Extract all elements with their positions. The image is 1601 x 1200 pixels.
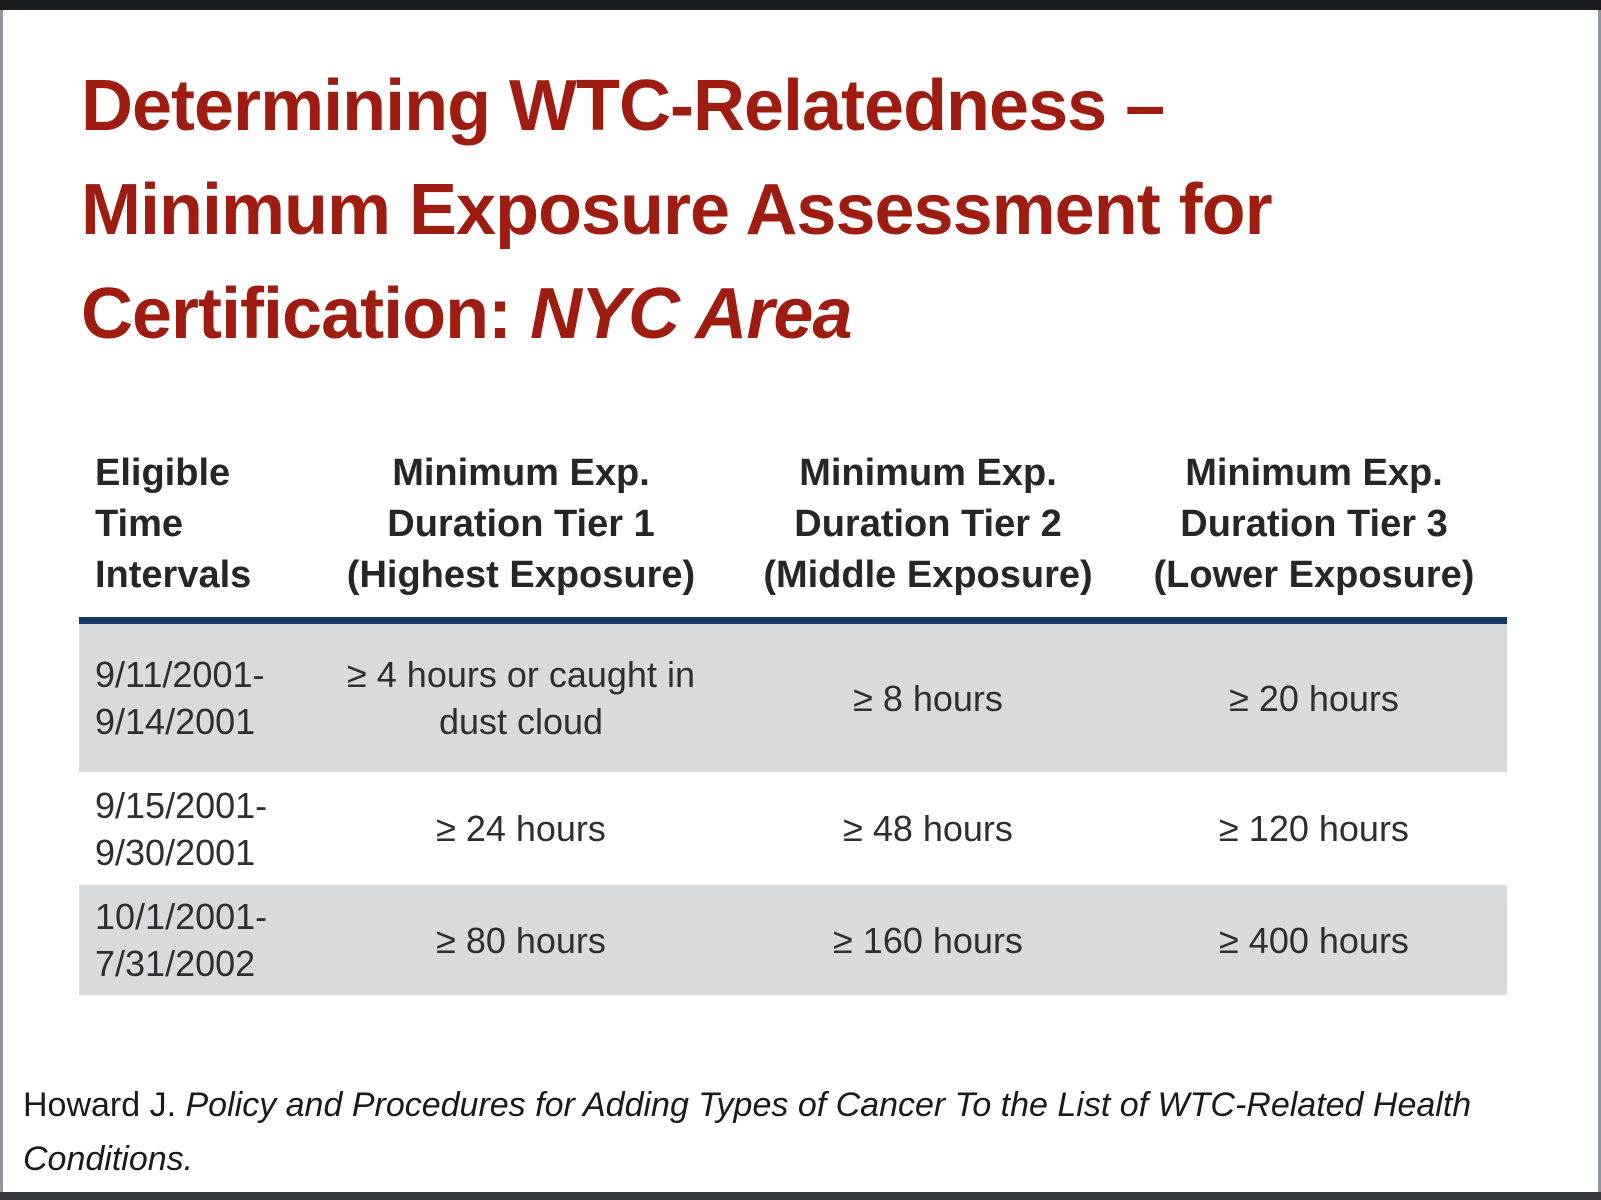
table-header-row: Eligible Time Intervals Minimum Exp. Dur… (79, 448, 1507, 624)
cell-tier2-row3: ≥ 160 hours (833, 919, 1023, 961)
page-title: Determining WTC-Relatedness – Minimum Ex… (81, 54, 1421, 366)
cell-tier1-row1: ≥ 4 hours or caught in dust cloud (347, 654, 695, 742)
header-cell-tier3: Minimum Exp. Duration Tier 3 (Lower Expo… (1153, 452, 1475, 596)
cell-tier3-row1: ≥ 20 hours (1229, 677, 1399, 719)
header-cell-tier1: Minimum Exp. Duration Tier 1 (Highest Ex… (346, 452, 696, 596)
top-edge-bar (0, 0, 1601, 10)
title-line-1: Determining WTC-Relatedness – (81, 66, 1165, 146)
bottom-edge-bar (0, 1192, 1601, 1200)
header-cell-eligible-time-intervals: Eligible Time Intervals (95, 452, 252, 596)
cell-tier3-row3: ≥ 400 hours (1219, 919, 1409, 961)
exposure-table: Eligible Time Intervals Minimum Exp. Dur… (79, 448, 1507, 995)
cell-tier3-row2: ≥ 120 hours (1219, 808, 1409, 849)
table-row-2: 9/15/2001- 9/30/2001 ≥ 24 hours ≥ 48 hou… (79, 772, 1507, 885)
citation-work-title: Policy and Procedures for Adding Types o… (23, 1086, 1472, 1178)
citation: Howard J. Policy and Procedures for Addi… (23, 1078, 1553, 1186)
cell-interval-3: 10/1/2001- 7/31/2002 (95, 896, 268, 984)
cell-interval-1: 9/11/2001- 9/14/2001 (95, 654, 265, 742)
title-line-3: Certification: NYC Area (81, 262, 1421, 366)
header-cell-tier2: Minimum Exp. Duration Tier 2 (Middle Exp… (763, 452, 1093, 596)
table-row-1: 9/11/2001- 9/14/2001 ≥ 4 hours or caught… (79, 624, 1507, 772)
title-line-3-prefix: Certification: (81, 274, 531, 354)
cell-tier2-row1: ≥ 8 hours (853, 677, 1003, 719)
table-row-3: 10/1/2001- 7/31/2002 ≥ 80 hours ≥ 160 ho… (79, 885, 1507, 995)
cell-tier1-row2: ≥ 24 hours (436, 808, 606, 849)
cell-tier1-row3: ≥ 80 hours (436, 919, 606, 961)
cell-tier2-row2: ≥ 48 hours (843, 808, 1013, 849)
slide: Determining WTC-Relatedness – Minimum Ex… (0, 10, 1601, 1192)
cell-interval-2: 9/15/2001- 9/30/2001 (95, 784, 268, 873)
title-line-2: Minimum Exposure Assessment for (81, 170, 1273, 250)
citation-author: Howard J. (23, 1086, 186, 1124)
title-italic-segment: NYC Area (530, 274, 852, 354)
